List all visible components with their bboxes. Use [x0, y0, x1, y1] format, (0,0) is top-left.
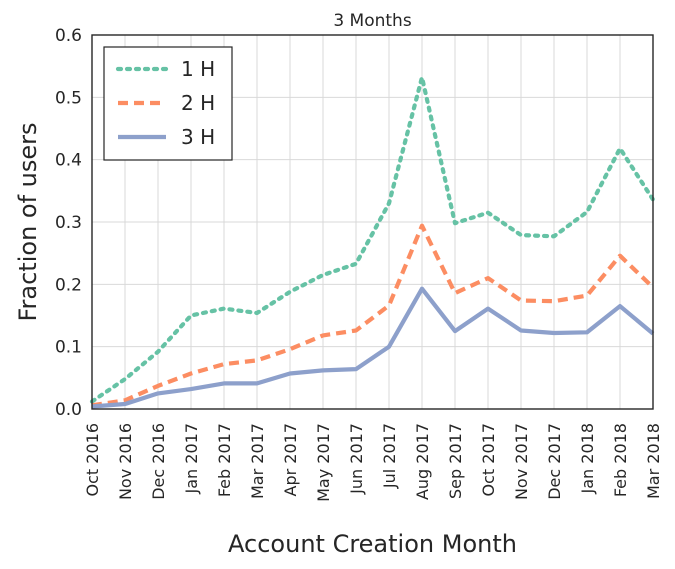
x-tick-labels: Oct 2016 Nov 2016 Dec 2016 Jan 2017 Feb 2017…	[83, 423, 663, 502]
series-lines	[89, 75, 656, 409]
series-line-3	[91, 286, 655, 409]
y-tick-label: 0.2	[55, 275, 82, 295]
x-tick-label: Aug 2017	[413, 423, 432, 500]
plot-frame	[91, 34, 654, 410]
x-axis-title: Account Creation Month	[228, 530, 517, 558]
legend-label-3: 3 H	[181, 125, 215, 149]
x-tick-label: Mar 2017	[248, 423, 267, 499]
series-line-2	[91, 223, 655, 408]
y-tick-label: 0.5	[55, 88, 82, 108]
legend: 1 H 2 H 3 H	[103, 46, 233, 161]
x-tick-label: Sep 2017	[446, 423, 465, 499]
y-tick-label: 0.1	[55, 338, 82, 358]
x-tick-label: Oct 2016	[83, 423, 102, 496]
x-tick-label: Jun 2017	[347, 423, 366, 495]
x-tick-label: Dec 2017	[545, 423, 564, 500]
y-tick-labels: 0.0 0.1 0.2 0.3 0.4 0.5 0.6	[55, 26, 82, 420]
x-tick-label: Nov 2017	[512, 423, 531, 500]
chart-title: 3 Months	[333, 11, 412, 31]
x-tick-label: Feb 2017	[215, 423, 234, 497]
x-tick-label: Oct 2017	[479, 423, 498, 496]
y-tick-label: 0.6	[55, 26, 82, 46]
y-axis-title: Fraction of users	[14, 122, 42, 321]
y-tick-label: 0.3	[55, 213, 82, 233]
y-tick-label: 0.4	[55, 151, 82, 171]
x-tick-label: Mar 2018	[644, 423, 663, 499]
x-tick-label: Apr 2017	[281, 423, 300, 496]
series-line-1	[89, 75, 656, 404]
x-tick-label: Feb 2018	[611, 423, 630, 497]
x-tick-label: Nov 2016	[116, 423, 135, 500]
legend-label-1: 1 H	[181, 57, 215, 81]
x-tick-label: May 2017	[314, 423, 333, 502]
x-tick-label: Jul 2017	[380, 423, 399, 489]
x-tick-label: Jan 2017	[182, 423, 201, 494]
legend-label-2: 2 H	[181, 91, 215, 115]
y-tick-label: 0.0	[55, 400, 82, 420]
x-tick-label: Jan 2018	[578, 423, 597, 494]
x-tick-label: Dec 2016	[149, 423, 168, 500]
